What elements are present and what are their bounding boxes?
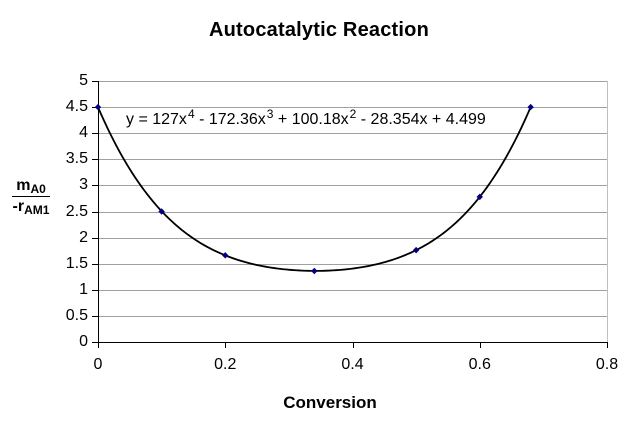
data-point-marker (476, 193, 483, 201)
equation-exponent: 4 (187, 107, 195, 121)
y-axis-tick-label: 0 (79, 333, 88, 350)
y-axis-tick-label: 4 (79, 124, 88, 142)
x-axis-tick-label: 0.6 (468, 356, 491, 373)
trendline-curve (97, 106, 532, 272)
y-axis-tick-label: 3 (79, 176, 88, 194)
y-axis-tick-label: 1.5 (65, 254, 88, 272)
y-axis-tick-label: 4.5 (65, 98, 88, 116)
y-axis-title-denominator: -rAM1 (13, 197, 50, 216)
equation-text-segment: + 100.18x (273, 111, 349, 128)
data-point-marker (311, 267, 318, 275)
y-axis-tick-label: 2 (79, 228, 88, 246)
data-point-marker (222, 252, 229, 259)
y-axis-tick-label: 5 (79, 72, 88, 89)
equation-exponent: 3 (266, 107, 274, 121)
y-axis-title-numerator-main: m (16, 177, 31, 194)
data-point-marker (527, 103, 534, 111)
y-axis-tick-label: 2.5 (65, 202, 88, 220)
data-point-marker (94, 103, 102, 111)
equation-text-segment: - 28.354x + 4.499 (356, 111, 486, 128)
data-point-marker (412, 246, 420, 254)
x-axis-tick-label: 0.8 (595, 356, 619, 373)
y-axis-title: mA0 -rAM1 (2, 176, 60, 216)
equation-exponent: 2 (349, 107, 357, 121)
data-point-marker (158, 208, 165, 215)
x-axis-tick-label: 0 (93, 356, 103, 373)
y-axis-title-numerator: mA0 (12, 176, 50, 197)
y-axis-tick-label: 3.5 (65, 150, 88, 168)
y-axis-title-denominator-main: -r (12, 198, 25, 215)
trendline-equation-label: y = 127x4 - 172.36x3 + 100.18x2 - 28.354… (126, 107, 486, 129)
x-axis-tick-label: 0.2 (214, 356, 237, 373)
equation-text-segment: y = 127x (126, 111, 187, 128)
y-axis-tick-label: 0.5 (65, 306, 88, 324)
chart-title: Autocatalytic Reaction (208, 19, 429, 41)
y-axis-title-numerator-subscript: A0 (30, 182, 46, 196)
y-axis-title-denominator-subscript: AM1 (24, 203, 50, 217)
x-axis-title: Conversion (283, 393, 377, 412)
x-axis-tick-label: 0.4 (341, 356, 364, 373)
y-axis-tick-label: 1 (79, 280, 88, 298)
equation-text-segment: - 172.36x (194, 111, 266, 128)
